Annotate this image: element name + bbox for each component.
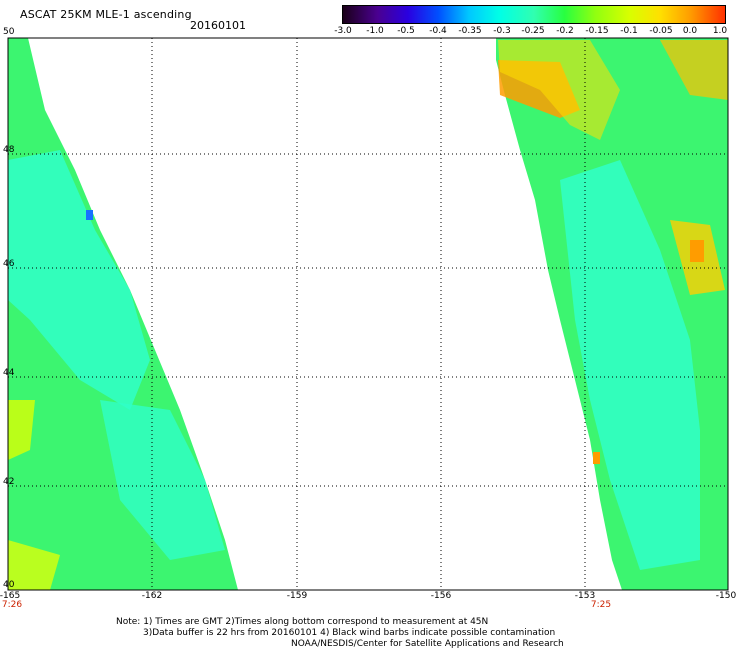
- product-title: ASCAT 25KM MLE-1 ascending: [20, 8, 192, 21]
- left-swath-cyan-patch: [100, 400, 225, 560]
- lat-label: 44: [3, 368, 15, 378]
- colorbar-tick: -0.15: [585, 26, 609, 36]
- lon-label: -153: [574, 591, 596, 601]
- colorbar-tick: -0.25: [521, 26, 545, 36]
- colorbar-tick: -0.2: [556, 26, 574, 36]
- lon-label: -165: [0, 591, 21, 601]
- lat-label: 42: [3, 477, 15, 487]
- swath-time-left: 7:26: [1, 600, 23, 610]
- right-swath-orange-spot: [690, 240, 704, 262]
- colorbar-tick: -1.0: [366, 26, 384, 36]
- lat-label: 48: [3, 145, 15, 155]
- graticule: [8, 38, 728, 590]
- colorbar-tick: -0.05: [649, 26, 673, 36]
- colorbar-tick: -0.4: [429, 26, 447, 36]
- note-line-3: NOAA/NESDIS/Center for Satellite Applica…: [291, 639, 564, 649]
- left-swath-yellow-patch: [8, 400, 35, 460]
- right-swath-cyan-patch: [560, 160, 700, 570]
- lon-label: -156: [430, 591, 452, 601]
- colorbar-tick: 0.0: [682, 26, 698, 36]
- lon-label: -162: [141, 591, 163, 601]
- colorbar-tick: 1.0: [712, 26, 728, 36]
- lon-label: -159: [286, 591, 308, 601]
- left-swath-blue-spot: [86, 210, 93, 220]
- lon-label: -150: [715, 591, 737, 601]
- colorbar-tick: -0.3: [493, 26, 511, 36]
- colorbar-tick: -3.0: [334, 26, 352, 36]
- right-swath-orange-spot: [593, 452, 600, 464]
- colorbar: [342, 5, 726, 24]
- lat-label: 40: [3, 580, 15, 590]
- right-swath-yellow-patch: [660, 40, 728, 100]
- swath-time-right: 7:25: [590, 600, 612, 610]
- colorbar-tick: -0.5: [397, 26, 415, 36]
- lat-label: 50: [3, 27, 15, 37]
- right-swath-yellow-patch: [498, 40, 620, 140]
- colorbar-tick: -0.35: [458, 26, 482, 36]
- note-line-2: 3)Data buffer is 22 hrs from 20160101 4)…: [143, 628, 556, 638]
- left-swath-yellow-patch: [8, 540, 60, 590]
- left-swath-cyan-patch: [8, 150, 150, 410]
- map-frame: [7, 37, 729, 591]
- lat-label: 46: [3, 259, 15, 269]
- product-date: 20160101: [190, 19, 246, 32]
- note-line-1: Note: 1) Times are GMT 2)Times along bot…: [116, 617, 489, 627]
- colorbar-tick: -0.1: [620, 26, 638, 36]
